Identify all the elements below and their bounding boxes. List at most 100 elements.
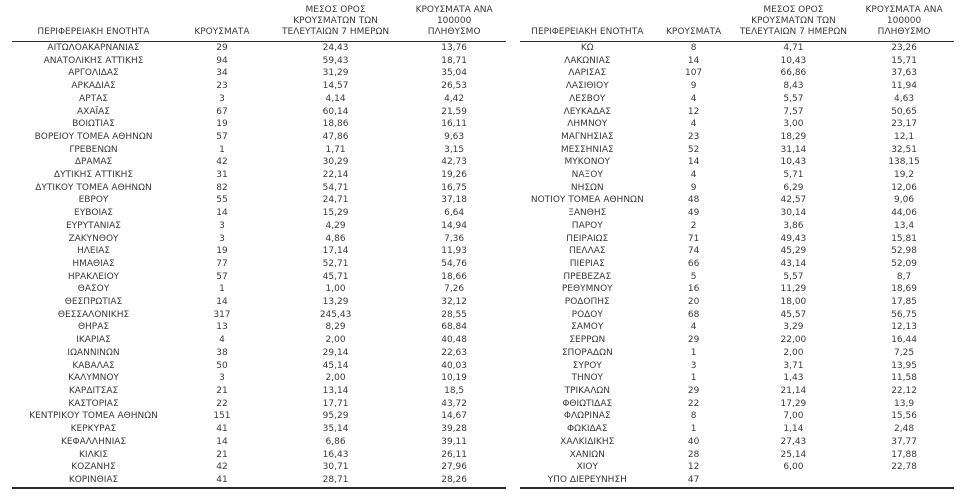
table-row: ΣΕΡΡΩΝ 29 22,00 16,44: [520, 334, 954, 347]
avg7-cell: 4,71: [783, 43, 804, 53]
cases-cell: 82: [216, 182, 228, 193]
table-row: ΦΘΙΩΤΙΔΑΣ 22 17,29 13,9: [520, 398, 954, 411]
cases-cell: 23: [687, 131, 700, 142]
region-cell: ΛΑΡΙΣΑΣ: [568, 68, 607, 79]
table-row: ΔΡΑΜΑΣ 42 30,29 42,73: [12, 156, 506, 169]
avg7-cell: 25,14: [780, 449, 807, 460]
cases-cell: 55: [216, 195, 228, 206]
cases-cell: 4: [690, 322, 697, 333]
per100k-cell: 9,06: [894, 195, 915, 206]
table-row: ΠΕΛΛΑΣ 74 45,29 52,98: [520, 245, 954, 258]
table-row: ΜΕΣΣΗΝΙΑΣ 52 31,14 32,51: [520, 144, 954, 157]
avg7-cell: 3,71: [783, 360, 804, 371]
per100k-cell: 12,1: [894, 131, 915, 142]
cases-cell: 8: [690, 43, 697, 53]
cases-cell: 19: [216, 119, 228, 130]
per100k-cell: 37,63: [891, 68, 917, 79]
avg7-cell: 3,00: [783, 119, 804, 130]
per100k-cell: 18,71: [441, 55, 467, 66]
table-row: ΥΠΟ ΔΙΕΡΕΥΝΗΣΗ 47: [520, 474, 954, 488]
per100k-cell: 15,56: [891, 411, 917, 422]
cases-cell: 42: [216, 157, 228, 168]
avg7-cell: 6,29: [783, 182, 804, 193]
cases-cell: 47: [687, 474, 700, 485]
per100k-cell: 18,69: [891, 284, 917, 295]
cases-cell: 66: [687, 258, 700, 269]
per100k-cell: 10,19: [441, 373, 467, 384]
table-row: ΑΡΚΑΔΙΑΣ 23 14,57 26,53: [12, 80, 506, 93]
table-row: ΘΗΡΑΣ 13 8,29 68,84: [12, 321, 506, 334]
cases-cell: 4: [219, 335, 225, 346]
avg7-cell: 1,71: [325, 144, 346, 155]
avg7-cell: 4,14: [325, 93, 346, 104]
avg7-cell: [733, 474, 855, 488]
table-row: ΚΕΡΚΥΡΑΣ 41 35,14 39,28: [12, 423, 506, 436]
table-row: ΛΑΣΙΘΙΟΥ 9 8,43 11,94: [520, 80, 954, 93]
per100k-cell: 56,75: [891, 309, 917, 320]
table-row: ΤΡΙΚΑΛΩΝ 29 21,14 22,12: [520, 385, 954, 398]
avg7-cell: 1,43: [783, 373, 804, 384]
avg7-cell: 22,14: [322, 170, 349, 181]
table-row: ΚΙΛΚΙΣ 21 16,43 26,11: [12, 449, 506, 462]
table-row: ΚΟΡΙΝΘΙΑΣ 41 28,71 28,26: [12, 474, 506, 488]
per100k-cell: 11,58: [891, 373, 917, 384]
region-cell: ΚΑΛΥΜΝΟΥ: [68, 373, 119, 384]
cases-cell: 28: [687, 449, 700, 460]
avg7-cell: 3,86: [783, 220, 804, 231]
region-cell: ΚΕΡΚΥΡΑΣ: [70, 424, 117, 435]
cases-cell: 5: [690, 271, 697, 282]
avg7-cell: 42,57: [780, 195, 807, 206]
avg7-cell: 1,00: [325, 284, 346, 295]
per100k-cell: 4,63: [894, 93, 915, 104]
cases-cell: 13: [216, 322, 228, 333]
region-cell: ΑΝΑΤΟΛΙΚΗΣ ΑΤΤΙΚΗΣ: [43, 55, 144, 66]
per100k-cell: 2,48: [894, 424, 915, 435]
region-cell: ΠΑΡΟΥ: [571, 220, 603, 231]
avg7-cell: 31,29: [322, 68, 349, 79]
cases-cell: 107: [684, 68, 703, 79]
cases-cell: 14: [687, 55, 700, 66]
table-row: ΕΥΡΥΤΑΝΙΑΣ 3 4,29 14,94: [12, 220, 506, 233]
per100k-cell: 14,67: [441, 411, 467, 422]
cases-cell: 21: [216, 385, 228, 396]
avg7-cell: 6,86: [325, 436, 346, 447]
per100k-cell: 35,04: [441, 68, 467, 79]
per100k-cell: 21,59: [441, 106, 467, 117]
table-header-row: ΠΕΡΙΦΕΡΕΙΑΚΗ ΕΝΟΤΗΤΑ ΚΡΟΥΣΜΑΤΑ ΜΕΣΟΣ ΟΡΟ…: [12, 3, 506, 42]
per100k-cell: 13,4: [894, 220, 915, 231]
region-cell: ΑΡΚΑΔΙΑΣ: [71, 81, 116, 92]
table-row: ΠΕΙΡΑΙΩΣ 71 49,43 15,81: [520, 233, 954, 246]
per100k-cell: [854, 474, 954, 488]
cases-cell: 22: [216, 398, 228, 409]
table-row: ΛΕΣΒΟΥ 4 5,57 4,63: [520, 93, 954, 106]
per100k-cell: 52,09: [891, 258, 917, 269]
per100k-cell: 16,11: [441, 119, 467, 130]
per100k-cell: 17,88: [891, 449, 917, 460]
table-row: ΚΑΒΑΛΑΣ 50 45,14 40,03: [12, 360, 506, 373]
cases-cell: 41: [216, 424, 228, 435]
avg7-cell: 45,29: [780, 246, 807, 257]
table-row: ΚΑΡΔΙΤΣΑΣ 21 13,14 18,5: [12, 385, 506, 398]
region-cell: ΜΕΣΣΗΝΙΑΣ: [560, 144, 614, 155]
region-cell: ΗΡΑΚΛΕΙΟΥ: [67, 271, 120, 282]
region-cell: ΦΘΙΩΤΙΔΑΣ: [562, 398, 613, 409]
table-row: ΛΕΥΚΑΔΑΣ 12 7,57 50,65: [520, 106, 954, 119]
per100k-cell: 28,26: [441, 474, 467, 485]
avg7-cell: 13,14: [322, 385, 349, 396]
per100k-cell: 7,36: [444, 233, 465, 244]
table-row: ΛΑΚΩΝΙΑΣ 14 10,43 15,71: [520, 55, 954, 68]
region-cell: ΚΑΡΔΙΤΣΑΣ: [68, 385, 119, 396]
cases-cell: 31: [216, 170, 228, 181]
avg7-cell: 18,00: [780, 297, 807, 308]
avg7-cell: 7,00: [783, 411, 804, 422]
cases-cell: 49: [687, 208, 700, 219]
per100k-cell: 52,98: [891, 246, 917, 257]
regional-table-left: ΠΕΡΙΦΕΡΕΙΑΚΗ ΕΝΟΤΗΤΑ ΚΡΟΥΣΜΑΤΑ ΜΕΣΟΣ ΟΡΟ…: [12, 3, 506, 489]
per100k-cell: 9,63: [444, 131, 465, 142]
header-avg7: ΜΕΣΟΣ ΟΡΟΣ ΚΡΟΥΣΜΑΤΩΝ ΤΩΝ ΤΕΛΕΥΤΑΙΩΝ 7 Η…: [281, 5, 390, 37]
per100k-cell: 39,11: [441, 436, 467, 447]
avg7-cell: 60,14: [322, 106, 349, 117]
region-cell: ΔΥΤΙΚΗΣ ΑΤΤΙΚΗΣ: [53, 170, 134, 181]
table-row: ΞΑΝΘΗΣ 49 30,14 44,06: [520, 207, 954, 220]
per100k-cell: 22,63: [441, 347, 467, 358]
